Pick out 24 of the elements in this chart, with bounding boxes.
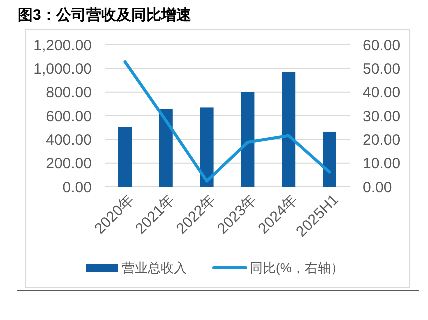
y2-tick-label: 0.00 <box>363 179 392 196</box>
bar <box>200 108 214 187</box>
y2-tick-label: 60.00 <box>363 37 401 54</box>
y-tick-label: 200.00 <box>46 156 92 173</box>
bar <box>323 132 337 187</box>
y-tick-label: 0.00 <box>62 179 92 196</box>
legend-label: 同比(%，右轴） <box>250 260 344 276</box>
line-series <box>124 60 332 183</box>
bar <box>118 127 132 187</box>
y-tick-label: 1,200.00 <box>34 37 92 54</box>
y2-tick-label: 30.00 <box>363 108 401 126</box>
legend-label: 营业总收入 <box>122 260 187 276</box>
y-tick-label: 800.00 <box>46 84 92 102</box>
y2-tick-label: 40.00 <box>363 84 401 102</box>
bar <box>282 72 296 187</box>
bar <box>241 92 255 187</box>
y2-tick-label: 50.00 <box>363 60 401 78</box>
y2-tick-label: 10.00 <box>363 156 401 173</box>
chart-title: 图3：公司营收及同比增速 <box>18 7 192 24</box>
bar <box>159 109 173 187</box>
y-tick-label: 1,000.00 <box>34 60 92 78</box>
y-tick-label: 400.00 <box>46 132 92 149</box>
y2-tick-label: 20.00 <box>363 132 401 149</box>
y-tick-label: 600.00 <box>46 108 92 126</box>
